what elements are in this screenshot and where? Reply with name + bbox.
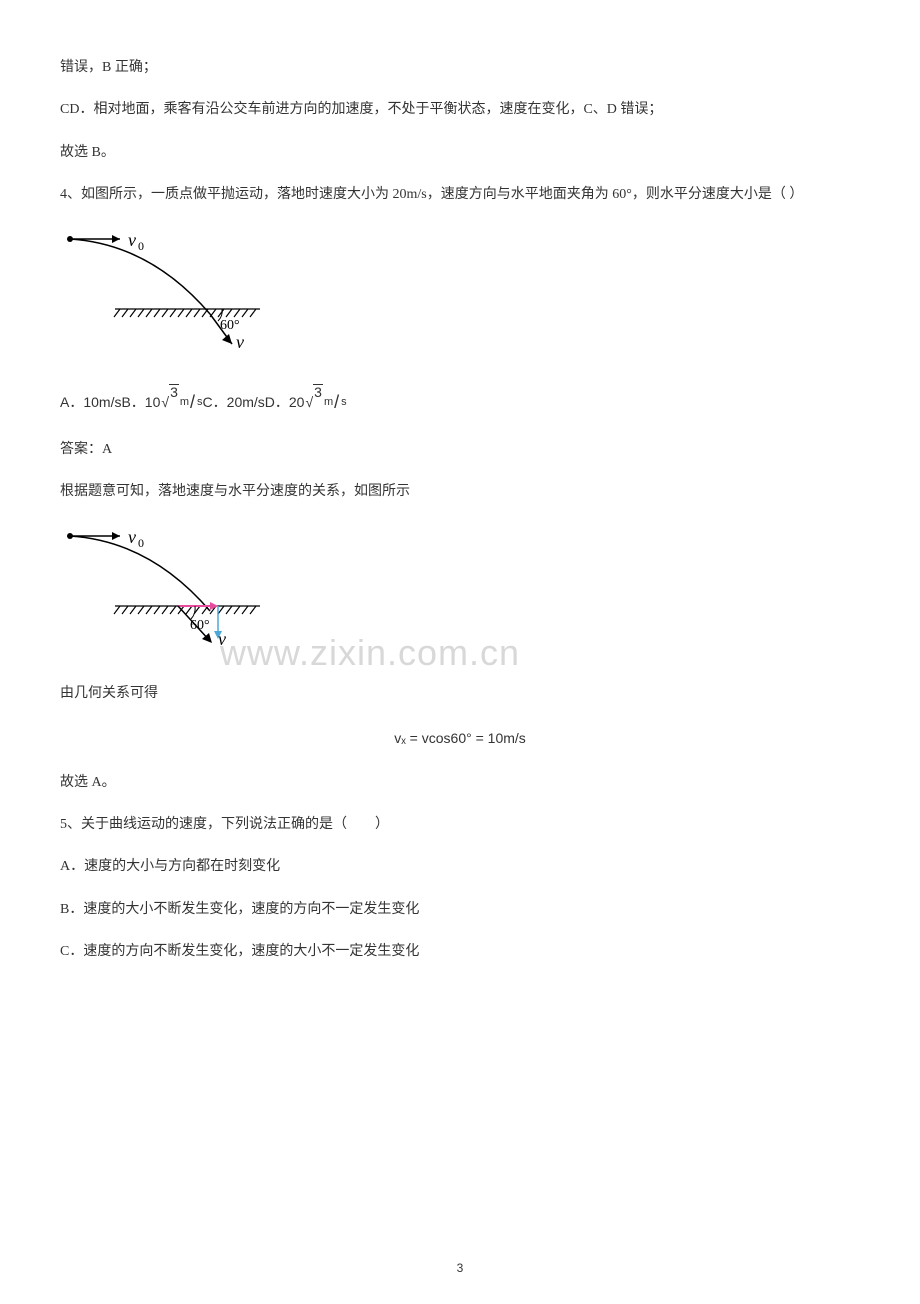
question-5-option-c: C．速度的方向不断发生变化，速度的大小不一定发生变化 xyxy=(60,934,860,970)
sqrt-icon: 3 xyxy=(305,384,322,420)
page-content: 错误，B 正确； CD．相对地面，乘客有沿公交车前进方向的加速度，不处于平衡状态… xyxy=(60,50,860,971)
svg-text:0: 0 xyxy=(138,536,144,550)
slash: / xyxy=(190,379,195,426)
equation: vₓ = vcos60° = 10m/s xyxy=(60,720,860,756)
question-5-option-b: B．速度的大小不断发生变化，速度的方向不一定发生变化 xyxy=(60,892,860,928)
paragraph: CD．相对地面，乘客有沿公交车前进方向的加速度，不处于平衡状态，速度在变化，C、… xyxy=(60,92,860,128)
question-4-answer: 答案：A xyxy=(60,432,860,468)
svg-text:v: v xyxy=(128,230,136,250)
option-text: C．20m/sD．20 xyxy=(203,384,305,420)
projectile-diagram-2: v 0 xyxy=(60,521,860,666)
svg-text:v: v xyxy=(128,527,136,547)
question-4-explanation-2: 由几何关系可得 xyxy=(60,676,860,712)
slash: / xyxy=(334,379,339,426)
question-5-option-a: A．速度的大小与方向都在时刻变化 xyxy=(60,849,860,885)
svg-text:60°: 60° xyxy=(190,618,210,633)
svg-text:v: v xyxy=(236,332,244,352)
unit-m: m xyxy=(180,388,189,417)
svg-text:60°: 60° xyxy=(220,318,240,333)
unit-m: m xyxy=(324,388,333,417)
question-4-conclusion: 故选 A。 xyxy=(60,765,860,801)
svg-text:v: v xyxy=(218,629,226,649)
paragraph: 故选 B。 xyxy=(60,135,860,171)
svg-text:0: 0 xyxy=(138,239,144,253)
question-4-stem: 4、如图所示，一质点做平抛运动，落地时速度大小为 20m/s，速度方向与水平地面… xyxy=(60,177,860,213)
projectile-diagram-1: v 0 xyxy=(60,224,860,369)
sqrt-icon: 3 xyxy=(161,384,178,420)
question-4-explanation: 根据题意可知，落地速度与水平分速度的关系，如图所示 xyxy=(60,474,860,510)
unit-s: s xyxy=(341,388,347,417)
question-5-stem: 5、关于曲线运动的速度，下列说法正确的是（ ） xyxy=(60,807,860,843)
page-number: 3 xyxy=(0,1253,920,1284)
paragraph: 错误，B 正确； xyxy=(60,50,860,86)
option-text: A．10m/sB．10 xyxy=(60,384,160,420)
question-4-options: A．10m/sB．10 3 m / s C．20m/sD．20 3 m / s xyxy=(60,379,347,426)
